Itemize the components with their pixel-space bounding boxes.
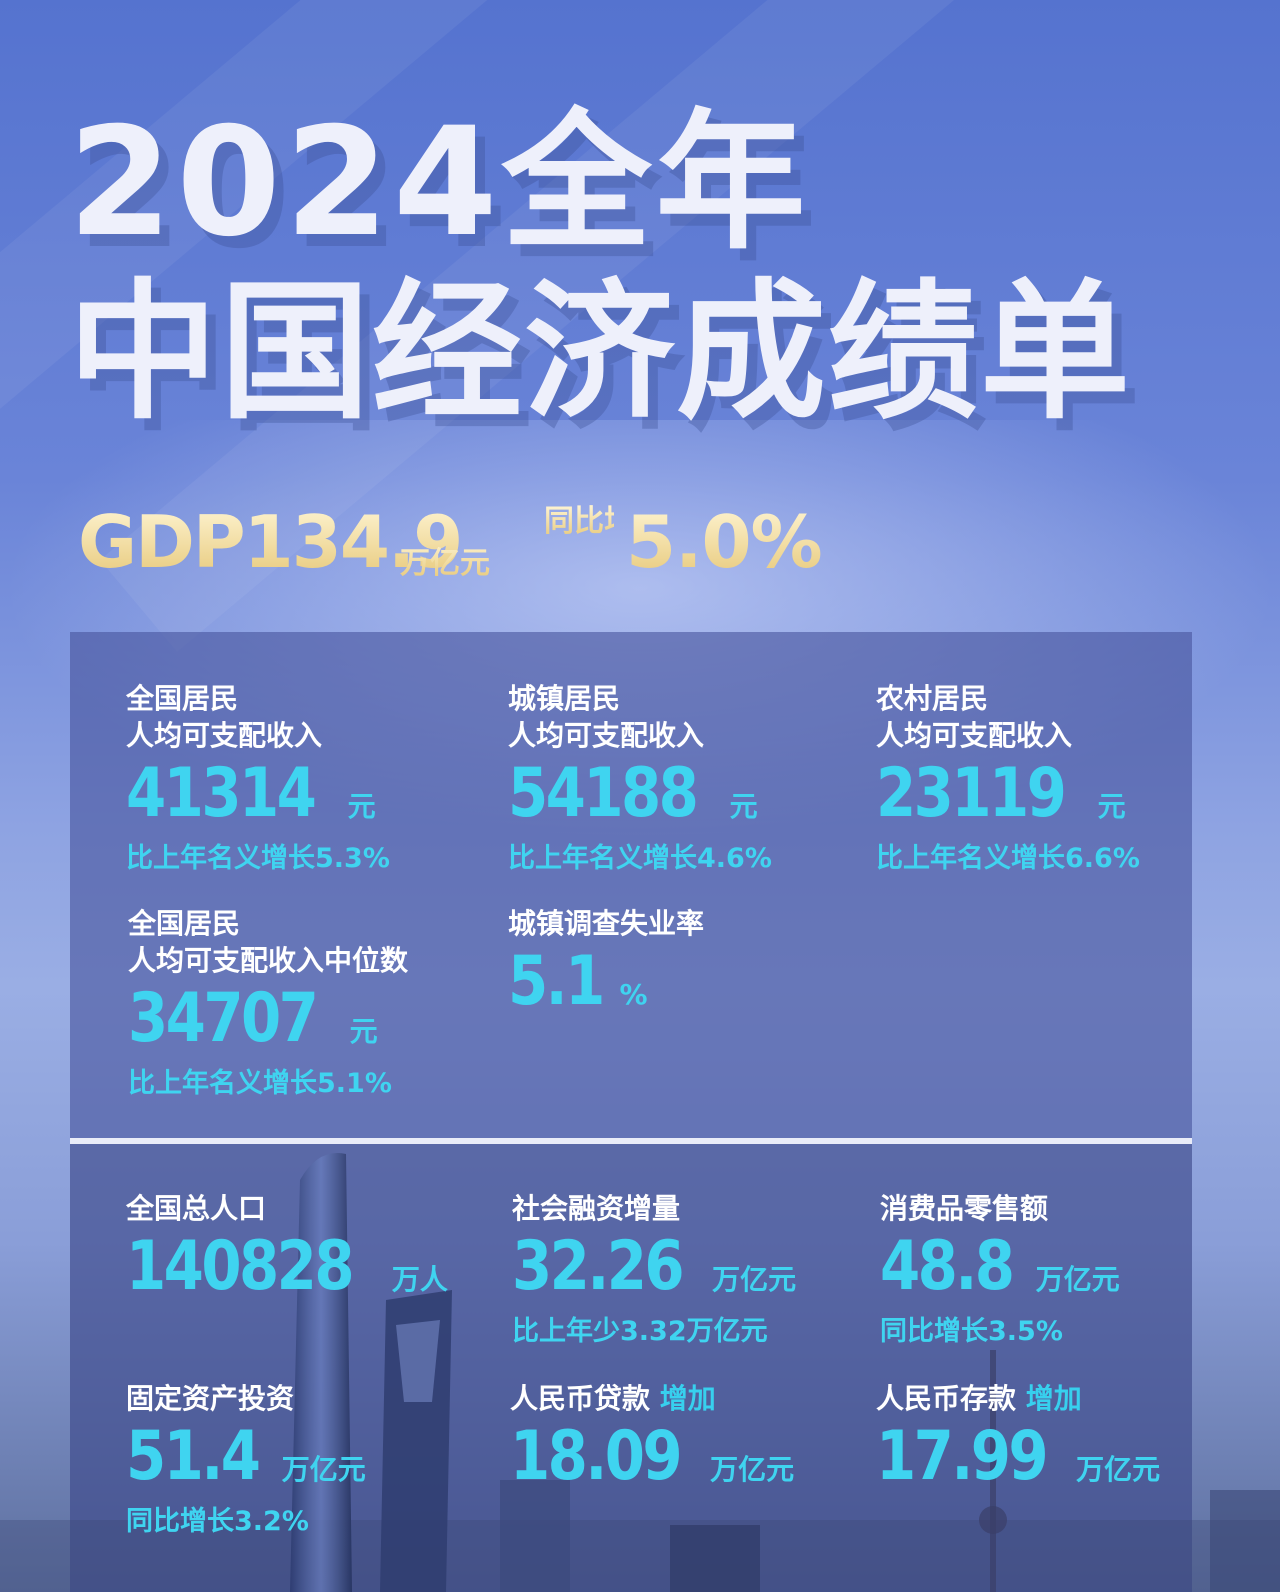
income-stat-card: 农村居民 人均可支配收入 23119 元比上年名义增长6.6%	[876, 680, 1140, 875]
stat-label-text: 社会融资增量	[512, 1192, 680, 1225]
stat-value: 34707	[128, 985, 316, 1053]
stat-value: 18.09	[510, 1423, 680, 1491]
stat-label-text: 全国总人口	[126, 1192, 266, 1225]
stat-unit: 元	[348, 790, 376, 823]
stat-unit: 万亿元	[710, 1453, 794, 1486]
stat-note: 同比增长3.2%	[126, 1499, 366, 1538]
stat-value: 48.8	[880, 1233, 1012, 1301]
stat-value: 5.1	[508, 948, 603, 1016]
macro-stat-card: 固定资产投资 51.4 万亿元同比增长3.2%	[126, 1380, 366, 1538]
stat-label: 消费品零售额	[880, 1190, 1120, 1227]
stat-note: 比上年少3.32万亿元	[512, 1309, 796, 1348]
stat-label: 城镇居民	[508, 680, 772, 717]
macro-stat-card: 人民币贷款 增加 18.09 万亿元	[510, 1380, 794, 1491]
stat-label-line2: 人均可支配收入	[876, 717, 1140, 754]
gdp-yoy-label: 同比增长	[544, 504, 614, 540]
stat-label: 固定资产投资	[126, 1380, 366, 1417]
stat-value-row: 41314 元	[126, 760, 390, 828]
stat-label-text: 人民币存款	[876, 1382, 1016, 1415]
stat-label-text: 固定资产投资	[126, 1382, 294, 1415]
stat-value-row: 32.26 万亿元	[512, 1233, 796, 1301]
stat-unit: 元	[1098, 790, 1126, 823]
title-line-2: 中国经济成绩单	[68, 278, 1132, 428]
stat-unit: 万亿元	[282, 1453, 366, 1486]
income-stat-card: 城镇调查失业率 5.1%	[508, 905, 704, 1016]
stat-unit: 万亿元	[712, 1263, 796, 1296]
stat-note: 比上年名义增长5.3%	[126, 836, 390, 875]
stat-value: 140828	[126, 1233, 352, 1301]
stat-unit: %	[619, 978, 647, 1011]
stat-label: 人民币贷款 增加	[510, 1380, 794, 1417]
stat-unit: 万亿元	[1076, 1453, 1160, 1486]
stat-note: 比上年名义增长4.6%	[508, 836, 772, 875]
stat-label-text: 人民币贷款	[510, 1382, 650, 1415]
stat-value-row: 18.09 万亿元	[510, 1423, 794, 1491]
stat-unit: 元	[730, 790, 758, 823]
stat-value-row: 51.4 万亿元	[126, 1423, 366, 1491]
income-stat-card: 全国居民 人均可支配收入 41314 元比上年名义增长5.3%	[126, 680, 390, 875]
stat-label: 社会融资增量	[512, 1190, 796, 1227]
stat-label-line2: 人均可支配收入中位数	[128, 942, 408, 979]
stat-value-row: 5.1%	[508, 948, 704, 1016]
stat-label: 全国居民	[128, 905, 408, 942]
stat-value-row: 48.8 万亿元	[880, 1233, 1120, 1301]
stat-unit: 万亿元	[1036, 1263, 1120, 1296]
gdp-yoy-value: 5.0%	[626, 500, 822, 584]
stat-value-row: 140828 万人	[126, 1233, 448, 1301]
stat-unit: 万人	[392, 1263, 448, 1296]
stat-label-line2: 人均可支配收入	[508, 717, 772, 754]
stat-label: 全国总人口	[126, 1190, 448, 1227]
stat-note: 比上年名义增长6.6%	[876, 836, 1140, 875]
stat-value: 51.4	[126, 1423, 258, 1491]
gdp-unit: 万亿元	[400, 538, 490, 582]
macro-stat-card: 社会融资增量 32.26 万亿元比上年少3.32万亿元	[512, 1190, 796, 1348]
macro-stat-card: 消费品零售额 48.8 万亿元同比增长3.5%	[880, 1190, 1120, 1348]
stat-label: 城镇调查失业率	[508, 905, 704, 942]
stat-label: 人民币存款 增加	[876, 1380, 1160, 1417]
stat-note: 同比增长3.5%	[880, 1309, 1120, 1348]
income-stat-card: 城镇居民 人均可支配收入 54188 元比上年名义增长4.6%	[508, 680, 772, 875]
stat-label: 农村居民	[876, 680, 1140, 717]
stat-value: 54188	[508, 760, 696, 828]
stat-note: 比上年名义增长5.1%	[128, 1061, 408, 1100]
macro-stat-card: 全国总人口 140828 万人	[126, 1190, 448, 1301]
stat-label-highlight: 增加	[1026, 1382, 1082, 1415]
macro-stat-card: 人民币存款 增加 17.99 万亿元	[876, 1380, 1160, 1491]
stat-label-text: 消费品零售额	[880, 1192, 1048, 1225]
income-stat-card: 全国居民 人均可支配收入中位数 34707 元比上年名义增长5.1%	[128, 905, 408, 1100]
stat-value: 23119	[876, 760, 1064, 828]
stat-label-line2: 人均可支配收入	[126, 717, 390, 754]
stat-label-highlight: 增加	[660, 1382, 716, 1415]
stat-value: 41314	[126, 760, 314, 828]
stat-value: 17.99	[876, 1423, 1046, 1491]
stat-label: 全国居民	[126, 680, 390, 717]
stat-unit: 元	[350, 1015, 378, 1048]
stat-value-row: 17.99 万亿元	[876, 1423, 1160, 1491]
title-line-1: 2024全年	[68, 108, 809, 258]
stat-value: 32.26	[512, 1233, 682, 1301]
stat-value-row: 54188 元	[508, 760, 772, 828]
stat-value-row: 23119 元	[876, 760, 1140, 828]
stat-value-row: 34707 元	[128, 985, 408, 1053]
